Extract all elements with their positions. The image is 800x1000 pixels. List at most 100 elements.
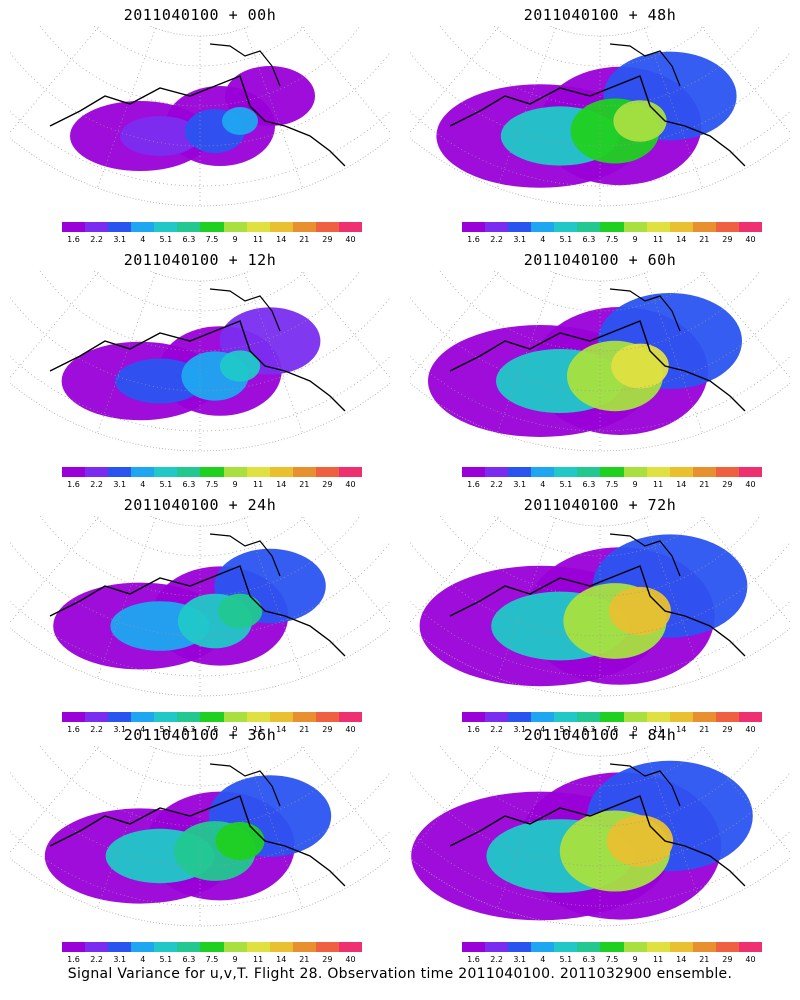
colorbar-segment bbox=[531, 222, 555, 232]
colorbar-segment bbox=[154, 467, 178, 477]
colorbar bbox=[462, 222, 763, 232]
variance-contour bbox=[606, 815, 674, 867]
latitude-line bbox=[439, 271, 761, 352]
colorbar-label: 6.3 bbox=[582, 725, 596, 734]
colorbar-segment bbox=[600, 222, 624, 232]
colorbar-label: 14 bbox=[676, 725, 687, 734]
colorbar-segment bbox=[177, 712, 201, 722]
variance-contour bbox=[217, 593, 263, 629]
colorbar-labels: 1.6 2.2 3.1 4 5.1 6.3 7.5 9 11 14 21 29 40 bbox=[62, 480, 362, 490]
colorbar bbox=[62, 712, 363, 722]
colorbar-labels: 1.6 2.2 3.1 4 5.1 6.3 7.5 9 11 14 21 29 40 bbox=[62, 725, 362, 735]
coastline bbox=[209, 43, 281, 87]
colorbar-label: 40 bbox=[345, 235, 356, 244]
colorbar bbox=[462, 712, 763, 722]
colorbar-label: 3.1 bbox=[513, 725, 527, 734]
latitude-line bbox=[39, 271, 361, 352]
colorbar-segment bbox=[508, 222, 532, 232]
variance-contour bbox=[120, 116, 200, 156]
latitude-line bbox=[39, 26, 361, 107]
colorbar-label: 40 bbox=[745, 955, 756, 964]
forecast-panel: 2011040100 + 84h 1.6 2.2 3.1 4 5.1 6.3 7.5 9 11 14… bbox=[400, 720, 800, 964]
coastline bbox=[209, 533, 281, 577]
colorbar-segment bbox=[131, 467, 155, 477]
coastline bbox=[609, 43, 681, 87]
variance-field bbox=[44, 775, 332, 904]
latitude-line bbox=[39, 746, 361, 827]
longitude-line bbox=[97, 748, 156, 909]
panel-title: 2011040100 + 12h bbox=[123, 251, 277, 269]
colorbar-segment bbox=[692, 942, 716, 952]
colorbar-segment bbox=[246, 222, 270, 232]
polar-map bbox=[10, 26, 390, 207]
colorbar-segment bbox=[108, 712, 132, 722]
colorbar-label: 6.3 bbox=[182, 480, 196, 489]
colorbar-segment bbox=[338, 942, 363, 952]
panel-title: 2011040100 + 48h bbox=[523, 6, 677, 24]
colorbar-label: 29 bbox=[322, 725, 333, 734]
variance-contour bbox=[611, 343, 669, 389]
forecast-panel: 2011040100 + 72h 1.6 2.2 3.1 4 5.1 6.3 7.5 9 11 14… bbox=[400, 490, 800, 734]
colorbar-label: 40 bbox=[345, 725, 356, 734]
colorbar-label: 11 bbox=[653, 235, 664, 244]
colorbar-label: 2.2 bbox=[90, 480, 103, 489]
colorbar-label: 1.6 bbox=[67, 955, 80, 964]
colorbar-label: 9 bbox=[632, 725, 638, 734]
colorbar-label: 40 bbox=[745, 480, 756, 489]
colorbar-segment bbox=[485, 942, 509, 952]
latitude-line bbox=[39, 516, 361, 597]
variance-field bbox=[61, 307, 321, 421]
colorbar-label: 14 bbox=[276, 955, 287, 964]
colorbar-segment bbox=[269, 942, 293, 952]
longitude-line bbox=[244, 273, 303, 434]
colorbar-label: 1.6 bbox=[467, 725, 480, 734]
colorbar-segment bbox=[531, 942, 555, 952]
colorbar-label: 5.1 bbox=[559, 235, 573, 244]
colorbar-label: 21 bbox=[699, 725, 710, 734]
colorbar-label: 9 bbox=[232, 480, 238, 489]
polar-map bbox=[10, 746, 390, 927]
variance-contour bbox=[215, 821, 265, 861]
colorbar-segment bbox=[623, 942, 647, 952]
variance-field bbox=[428, 293, 742, 437]
colorbar-label: 40 bbox=[745, 235, 756, 244]
longitude-line bbox=[97, 518, 156, 679]
colorbar-label: 4 bbox=[140, 480, 146, 489]
colorbar-segment bbox=[269, 222, 293, 232]
colorbar-segment bbox=[623, 467, 647, 477]
colorbar-segment bbox=[692, 712, 716, 722]
colorbar-segment bbox=[669, 942, 693, 952]
latitude-line bbox=[10, 111, 390, 187]
colorbar-label: 11 bbox=[253, 955, 264, 964]
colorbar-label: 7.5 bbox=[605, 480, 619, 489]
colorbar-label: 4 bbox=[540, 725, 546, 734]
colorbar-label: 2.2 bbox=[90, 235, 103, 244]
colorbar-labels: 1.6 2.2 3.1 4 5.1 6.3 7.5 9 11 14 21 29 40 bbox=[462, 725, 762, 735]
colorbar-segment bbox=[131, 712, 155, 722]
colorbar-label: 11 bbox=[653, 480, 664, 489]
colorbar-label: 7.5 bbox=[205, 480, 219, 489]
colorbar bbox=[62, 467, 363, 477]
latitude-line bbox=[439, 26, 761, 107]
colorbar-label: 6.3 bbox=[182, 725, 196, 734]
colorbar-label: 3.1 bbox=[113, 480, 127, 489]
longitude-line bbox=[10, 26, 100, 133]
colorbar-segment bbox=[315, 222, 339, 232]
colorbar-label: 2.2 bbox=[490, 480, 503, 489]
colorbar-label: 6.3 bbox=[182, 235, 196, 244]
colorbar-segment bbox=[485, 222, 509, 232]
colorbar-segment bbox=[62, 222, 86, 232]
colorbar-label: 40 bbox=[345, 955, 356, 964]
colorbar-label: 4 bbox=[540, 235, 546, 244]
colorbar-segment bbox=[462, 222, 486, 232]
colorbar-label: 21 bbox=[699, 955, 710, 964]
colorbar-label: 9 bbox=[232, 725, 238, 734]
colorbar-label: 5.1 bbox=[159, 955, 173, 964]
colorbar-label: 6.3 bbox=[182, 955, 196, 964]
colorbar-label: 21 bbox=[699, 480, 710, 489]
colorbar-segment bbox=[269, 467, 293, 477]
latitude-line bbox=[439, 516, 761, 597]
colorbar-segment bbox=[85, 712, 109, 722]
forecast-panel: 2011040100 + 36h 1.6 2.2 3.1 4 5.1 6.3 7.5 9 11 14… bbox=[0, 720, 400, 964]
colorbar-label: 11 bbox=[253, 480, 264, 489]
